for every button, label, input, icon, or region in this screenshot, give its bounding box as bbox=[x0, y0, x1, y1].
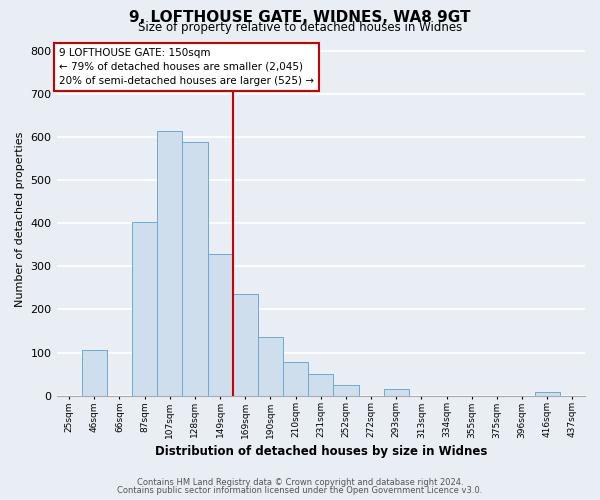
Bar bbox=[535, 392, 560, 396]
Bar bbox=[182, 142, 208, 396]
Text: Contains public sector information licensed under the Open Government Licence v3: Contains public sector information licen… bbox=[118, 486, 482, 495]
Bar bbox=[334, 385, 359, 396]
Bar bbox=[157, 131, 182, 396]
Bar bbox=[258, 337, 283, 396]
Text: 9, LOFTHOUSE GATE, WIDNES, WA8 9GT: 9, LOFTHOUSE GATE, WIDNES, WA8 9GT bbox=[129, 10, 471, 25]
Bar bbox=[233, 294, 258, 396]
Text: 9 LOFTHOUSE GATE: 150sqm
← 79% of detached houses are smaller (2,045)
20% of sem: 9 LOFTHOUSE GATE: 150sqm ← 79% of detach… bbox=[59, 48, 314, 86]
Bar bbox=[383, 389, 409, 396]
Bar bbox=[308, 374, 334, 396]
Bar bbox=[132, 222, 157, 396]
X-axis label: Distribution of detached houses by size in Widnes: Distribution of detached houses by size … bbox=[155, 444, 487, 458]
Text: Size of property relative to detached houses in Widnes: Size of property relative to detached ho… bbox=[138, 22, 462, 35]
Text: Contains HM Land Registry data © Crown copyright and database right 2024.: Contains HM Land Registry data © Crown c… bbox=[137, 478, 463, 487]
Bar bbox=[208, 254, 233, 396]
Y-axis label: Number of detached properties: Number of detached properties bbox=[15, 132, 25, 306]
Bar bbox=[283, 362, 308, 396]
Bar bbox=[82, 350, 107, 396]
